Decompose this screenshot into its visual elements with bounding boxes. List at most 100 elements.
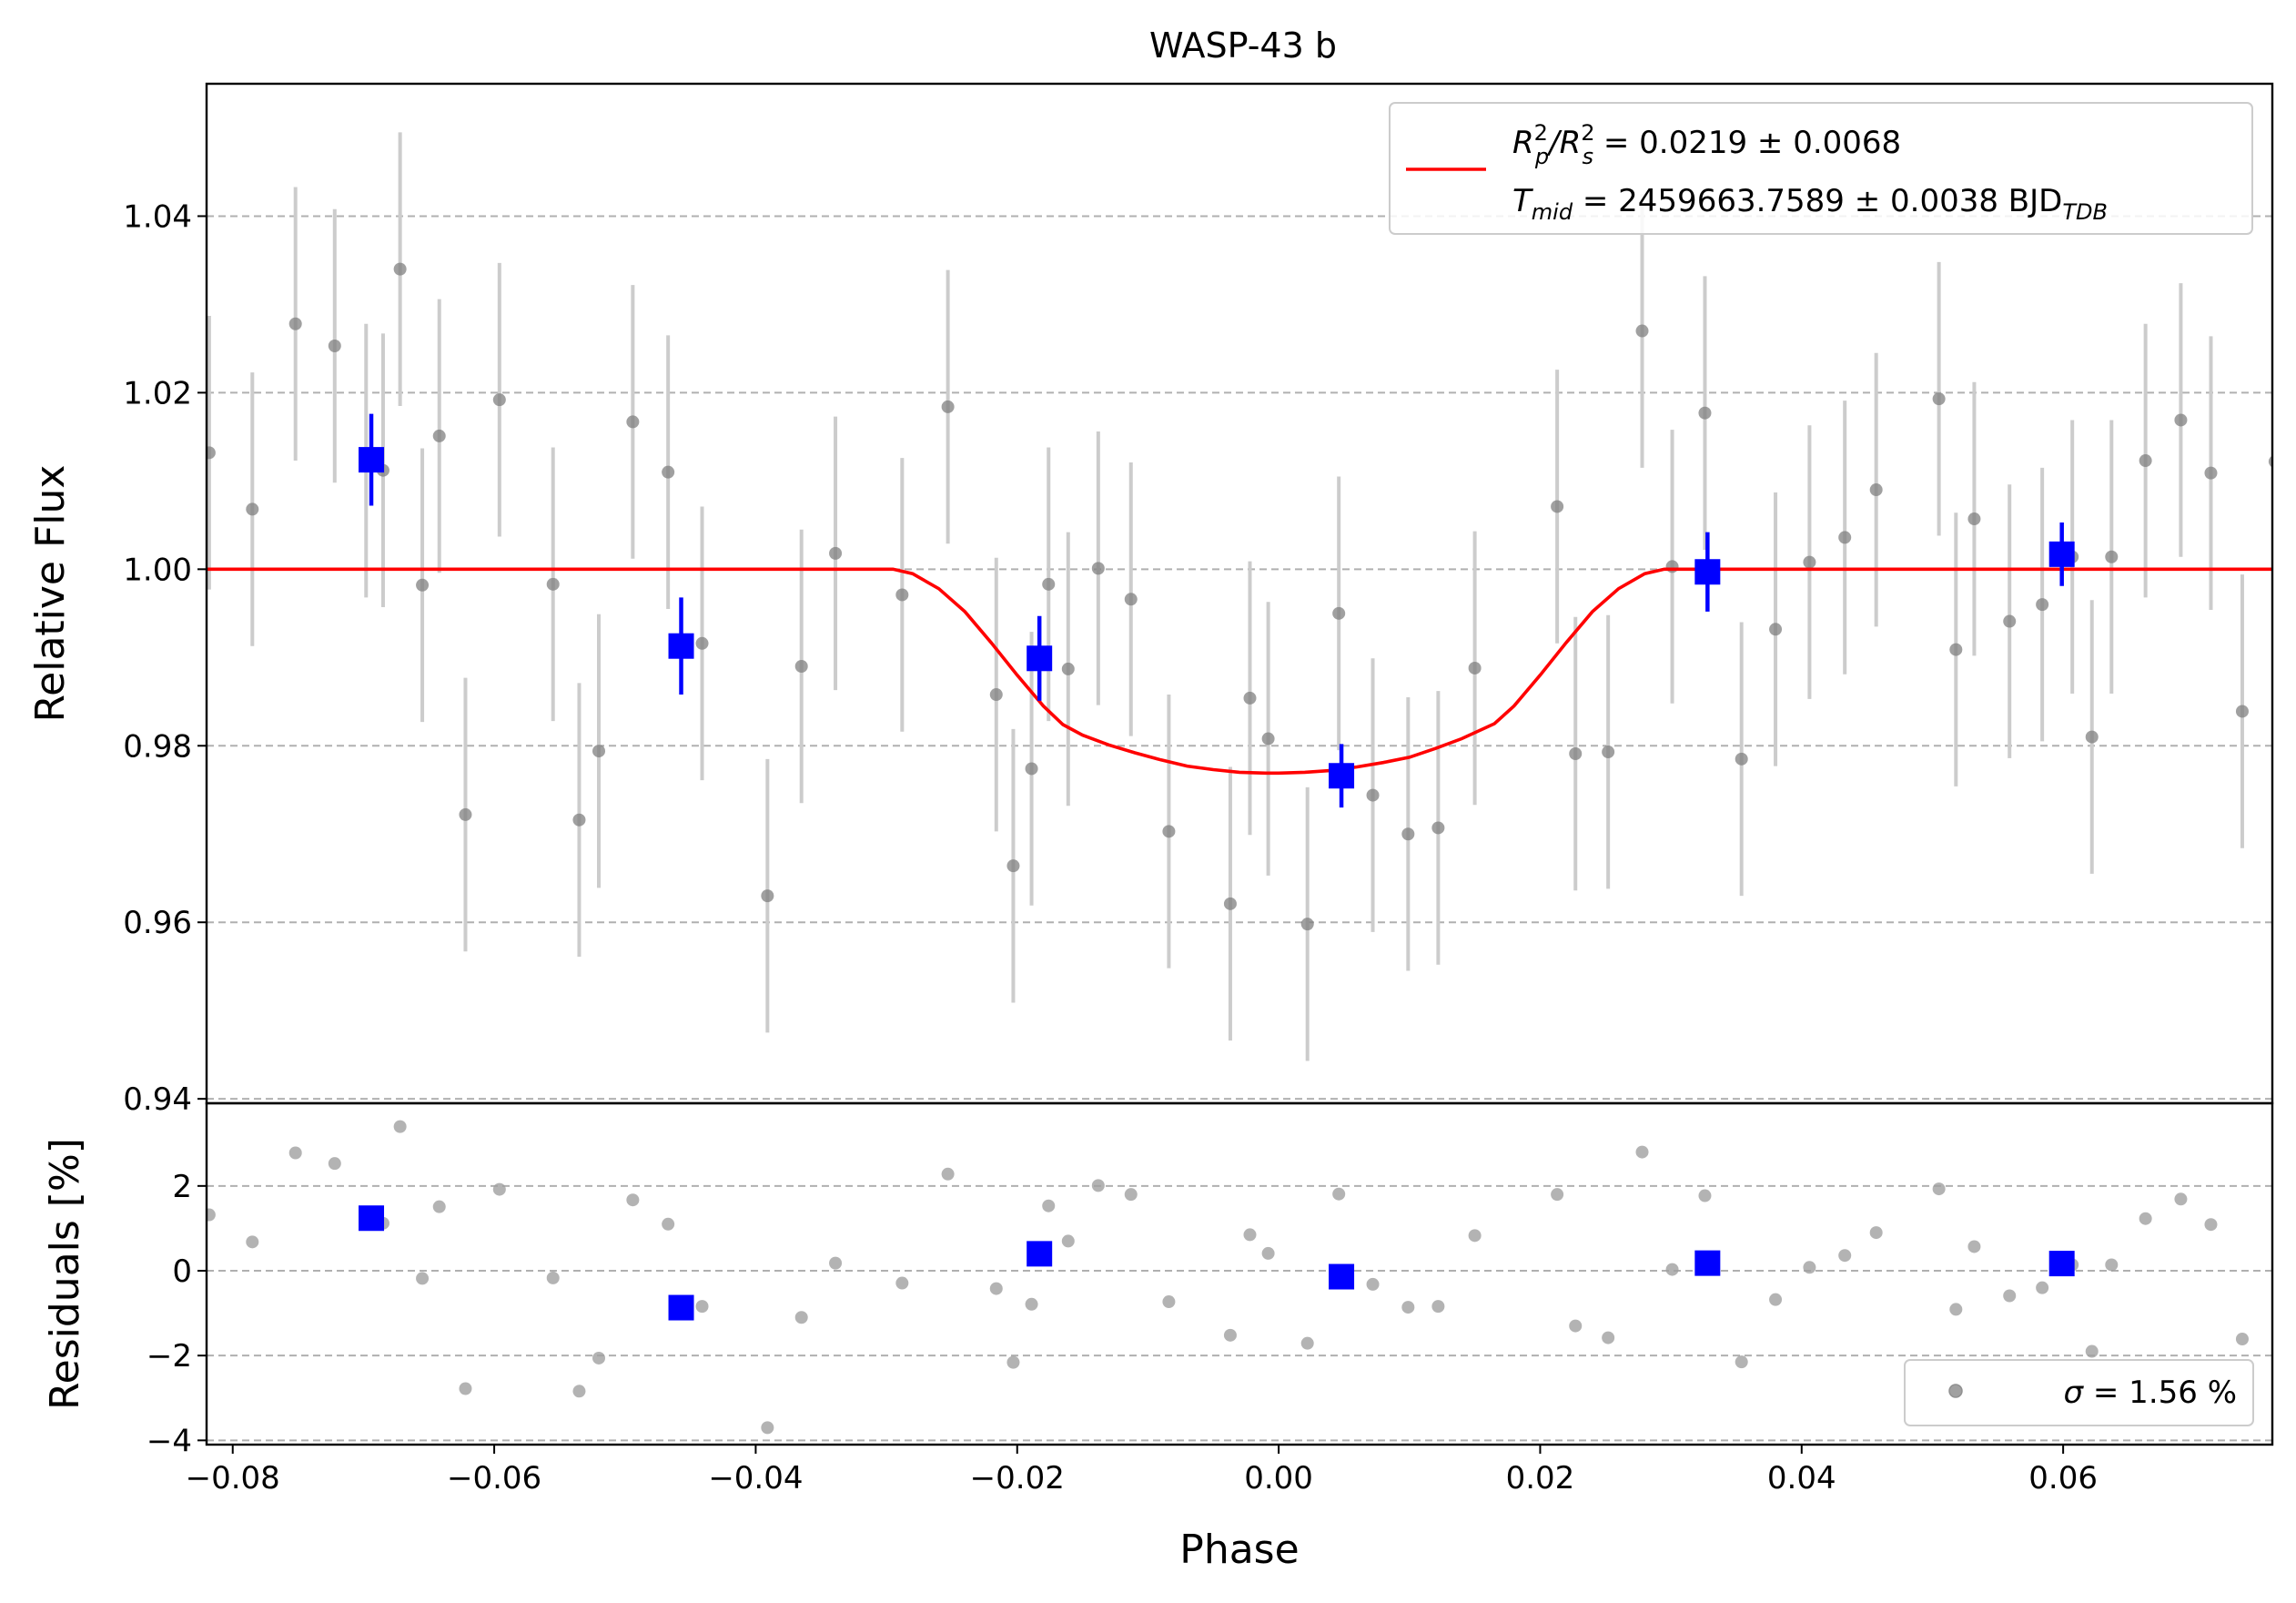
flux-raw-points — [207, 132, 2272, 1061]
residuals-gridlines — [207, 1184, 2272, 1442]
residual-point — [1769, 1293, 1783, 1306]
phase-x-ticks: −0.08 −0.06 −0.04 −0.02 0.00 0.02 0.04 0.06 — [186, 1445, 2098, 1496]
flux-point — [1551, 500, 1564, 513]
flux-point — [1366, 788, 1380, 802]
residual-point — [546, 1271, 560, 1284]
flux-y-tick-label: 1.04 — [123, 198, 192, 235]
residual-point — [2139, 1212, 2152, 1225]
flux-point — [572, 813, 586, 827]
flux-point — [288, 317, 302, 330]
legend-rs-symbol: /R — [1546, 125, 1581, 161]
legend-ratio-value: = 0.0219 ± 0.0068 — [1593, 125, 1901, 161]
residual-point — [2105, 1258, 2119, 1272]
residual-point — [1223, 1328, 1237, 1342]
residuals-legend: σ = 1.56 % — [1904, 1359, 2254, 1426]
residual-point — [246, 1235, 259, 1249]
residual-point — [1967, 1240, 1981, 1253]
legend-r-symbol: R — [1512, 125, 1534, 161]
flux-point — [1932, 392, 1946, 406]
flux-point — [2204, 466, 2218, 480]
residual-point — [2204, 1218, 2218, 1232]
flux-point — [2085, 730, 2099, 744]
residual-point — [1569, 1319, 1583, 1333]
legend-rs-sub: s — [1583, 144, 1594, 169]
residual-point — [1551, 1188, 1564, 1202]
residual-point — [2036, 1281, 2049, 1294]
residual-point — [2085, 1344, 2099, 1358]
flux-point — [1042, 577, 1056, 591]
flux-point — [695, 636, 709, 650]
residual-point — [492, 1182, 506, 1196]
residual-point — [2235, 1333, 2249, 1346]
flux-point — [2235, 705, 2249, 718]
binned-flux-point — [359, 447, 385, 473]
flux-y-axis-label: Relative Flux — [27, 465, 74, 723]
flux-point — [989, 688, 1003, 702]
legend-t-symbol: T — [1512, 183, 1533, 219]
legend-sigma-symbol: σ — [2064, 1375, 2085, 1411]
flux-legend-box — [1389, 102, 2253, 235]
residual-point — [1665, 1263, 1679, 1276]
residual-point — [1838, 1249, 1852, 1263]
residual-point — [459, 1382, 472, 1395]
residual-point — [695, 1300, 709, 1314]
residual-point — [1006, 1355, 1020, 1369]
residual-point — [1332, 1187, 1346, 1201]
flux-point — [895, 588, 909, 602]
flux-point — [829, 546, 843, 560]
residual-point — [895, 1276, 909, 1290]
binned-flux-point — [1329, 763, 1355, 789]
binned-residual-point — [668, 1294, 694, 1321]
flux-point — [794, 660, 808, 673]
transit-model-curve — [207, 567, 2272, 776]
flux-point — [941, 400, 955, 413]
binned-residual-point — [1329, 1263, 1355, 1290]
legend-tmid: Tmid = 2459663.7589 ± 0.0038 BJDTDB — [1512, 183, 2108, 225]
binned-residual-point — [1694, 1250, 1721, 1276]
residuals-y-tick-label: 2 — [172, 1169, 192, 1205]
binned-residual-point — [2048, 1251, 2075, 1277]
flux-y-tick-label: 0.96 — [123, 905, 192, 941]
legend-sigma-value: = 1.56 % — [2083, 1375, 2237, 1411]
residuals-legend-box — [1904, 1359, 2254, 1426]
flux-point — [1162, 825, 1176, 838]
flux-y-tick-label: 1.00 — [123, 552, 192, 588]
residual-point — [1025, 1297, 1038, 1311]
flux-point — [1332, 606, 1346, 620]
x-tick-label: −0.06 — [447, 1460, 541, 1496]
flux-point — [1091, 562, 1105, 575]
residual-point — [1124, 1188, 1138, 1202]
flux-point — [328, 340, 341, 352]
x-axis-label: Phase — [1179, 1527, 1299, 1573]
residual-point — [1698, 1189, 1712, 1202]
flux-point — [1401, 827, 1415, 841]
flux-point — [2036, 598, 2049, 612]
residual-point — [416, 1272, 430, 1285]
binned-residual-point — [359, 1205, 385, 1232]
residual-point — [1602, 1331, 1615, 1344]
residual-point — [761, 1421, 774, 1435]
residuals-panel-frame — [205, 1101, 2274, 1446]
flux-point — [1261, 732, 1275, 746]
flux-point — [1869, 483, 1883, 497]
x-tick-label: 0.00 — [1244, 1460, 1313, 1496]
flux-point — [546, 577, 560, 591]
flux-point — [761, 889, 774, 903]
residual-point — [1869, 1226, 1883, 1240]
residual-point — [662, 1217, 675, 1231]
residual-point — [1162, 1295, 1176, 1309]
flux-point — [492, 393, 506, 407]
residuals-y-axis-label: Residuals [%] — [42, 1138, 88, 1410]
flux-point — [626, 415, 640, 429]
residual-point — [941, 1167, 955, 1181]
residual-point — [1735, 1355, 1748, 1369]
flux-point — [393, 262, 407, 276]
binned-flux-point — [1027, 645, 1053, 672]
flux-point — [246, 502, 259, 516]
flux-point — [432, 429, 446, 442]
x-tick-label: −0.02 — [970, 1460, 1065, 1496]
flux-y-ticks: 0.94 0.96 0.98 1.00 1.02 1.04 — [123, 198, 207, 1118]
flux-y-tick-label: 0.98 — [123, 728, 192, 765]
flux-panel: 0.94 0.96 0.98 1.00 1.02 1.04 Relative Flux R… — [27, 82, 2274, 1118]
